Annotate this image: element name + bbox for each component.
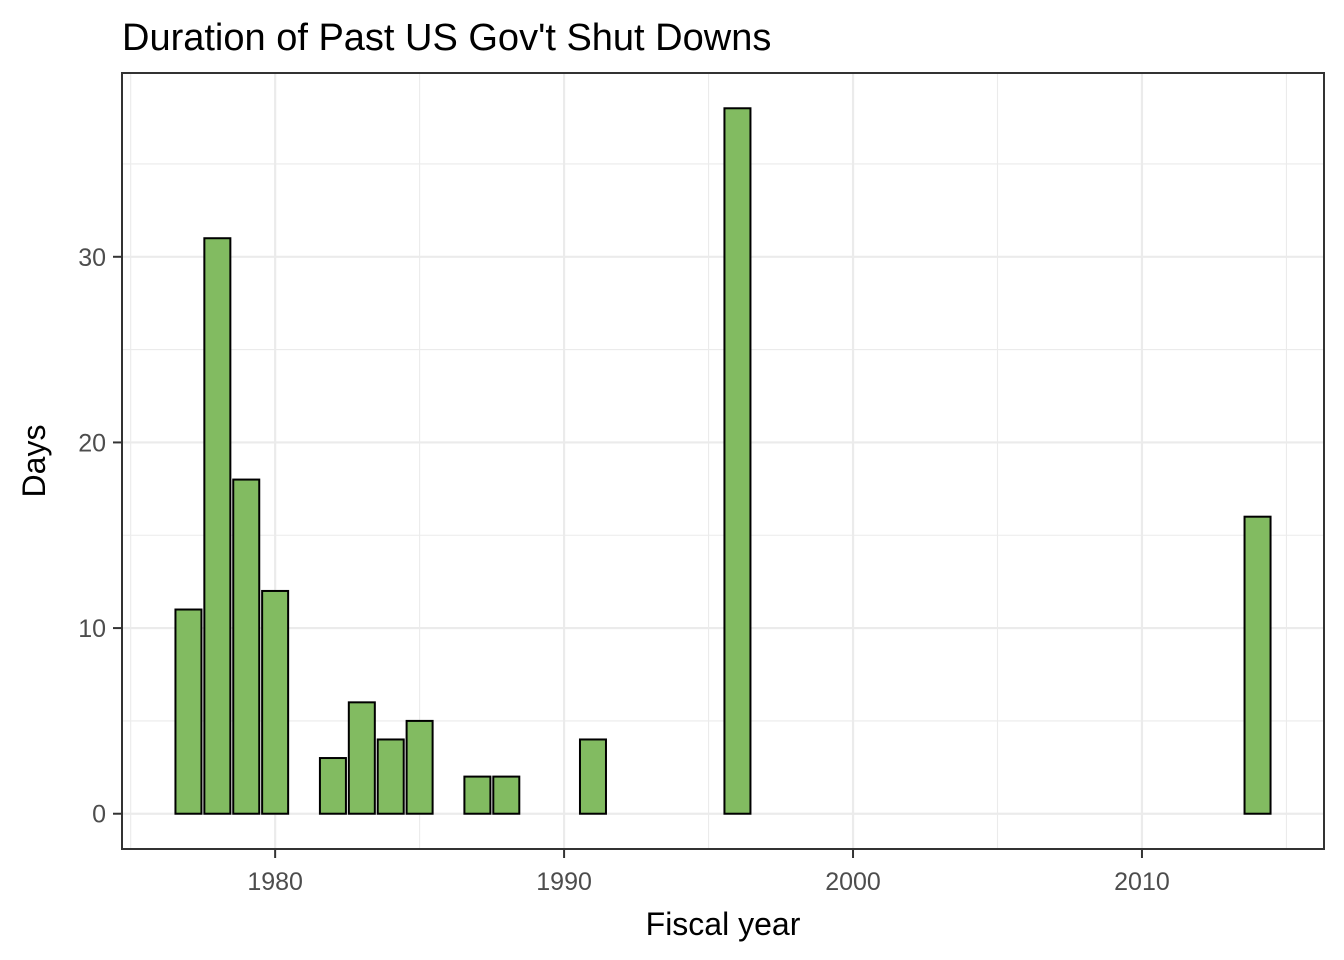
- y-axis-title: Days: [16, 425, 52, 498]
- y-tick-label: 20: [78, 429, 106, 457]
- y-tick-label: 0: [92, 801, 106, 829]
- y-tick-label: 10: [78, 615, 106, 643]
- bar: [723, 107, 752, 815]
- bar: [232, 478, 261, 815]
- bar: [203, 237, 232, 815]
- y-tick-label: 30: [78, 244, 106, 272]
- bar: [463, 775, 492, 815]
- x-axis-title: Fiscal year: [646, 906, 801, 942]
- bar: [405, 719, 434, 815]
- x-tick-label: 1990: [536, 868, 592, 896]
- bar: [318, 757, 347, 815]
- bar: [1243, 515, 1272, 815]
- x-tick-label: 2010: [1114, 868, 1170, 896]
- bar: [376, 738, 405, 815]
- bar: [174, 608, 203, 815]
- bars: [174, 107, 1272, 815]
- y-axis: 0 10 20 30: [78, 244, 122, 829]
- bar: [492, 775, 521, 815]
- bar: [347, 701, 376, 815]
- bar: [578, 738, 607, 815]
- x-tick-label: 2000: [825, 868, 881, 896]
- x-axis: 1980 1990 2000 2010: [247, 849, 1170, 896]
- x-tick-label: 1980: [247, 868, 303, 896]
- chart-title: Duration of Past US Gov't Shut Downs: [122, 17, 771, 59]
- plot-panel: [121, 72, 1325, 850]
- bar: [261, 589, 290, 815]
- plot-grid: [122, 73, 1324, 849]
